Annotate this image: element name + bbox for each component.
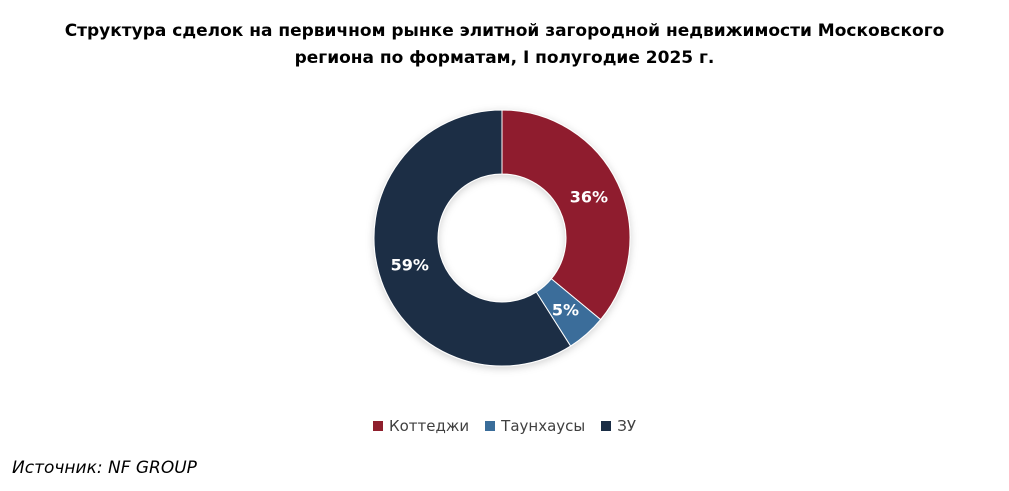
chart-title-line-1: Структура сделок на первичном рынке элит… <box>64 21 945 41</box>
chart-title-line-2: региона по форматам, I полугодие 2025 г. <box>294 48 715 68</box>
slice-cottages <box>501 109 631 321</box>
legend-label-cottages: Коттеджи <box>388 417 470 435</box>
legend-swatch-townhouses <box>485 421 496 431</box>
legend-label-townhouses: Таунхаусы <box>501 417 586 435</box>
donut-slices <box>373 109 631 367</box>
legend-swatch-land-plots <box>601 421 612 431</box>
donut-labels: 36% 5% 59% <box>391 188 608 320</box>
legend: Коттеджи Таунхаусы ЗУ <box>0 417 1009 435</box>
legend-swatch-cottages <box>372 421 383 431</box>
slice-land-plots <box>373 109 572 367</box>
legend-item-land-plots: ЗУ <box>601 417 636 435</box>
data-label-land-plots: 59% <box>391 255 429 274</box>
chart-title: Структура сделок на первичном рынке элит… <box>0 18 1009 72</box>
data-label-townhouses: 5% <box>552 301 579 320</box>
legend-item-cottages: Коттеджи <box>372 417 470 435</box>
data-label-cottages: 36% <box>570 188 608 207</box>
source-note: Источник: NF GROUP <box>12 458 197 478</box>
legend-item-townhouses: Таунхаусы <box>485 417 585 435</box>
legend-label-land-plots: ЗУ <box>617 417 636 435</box>
